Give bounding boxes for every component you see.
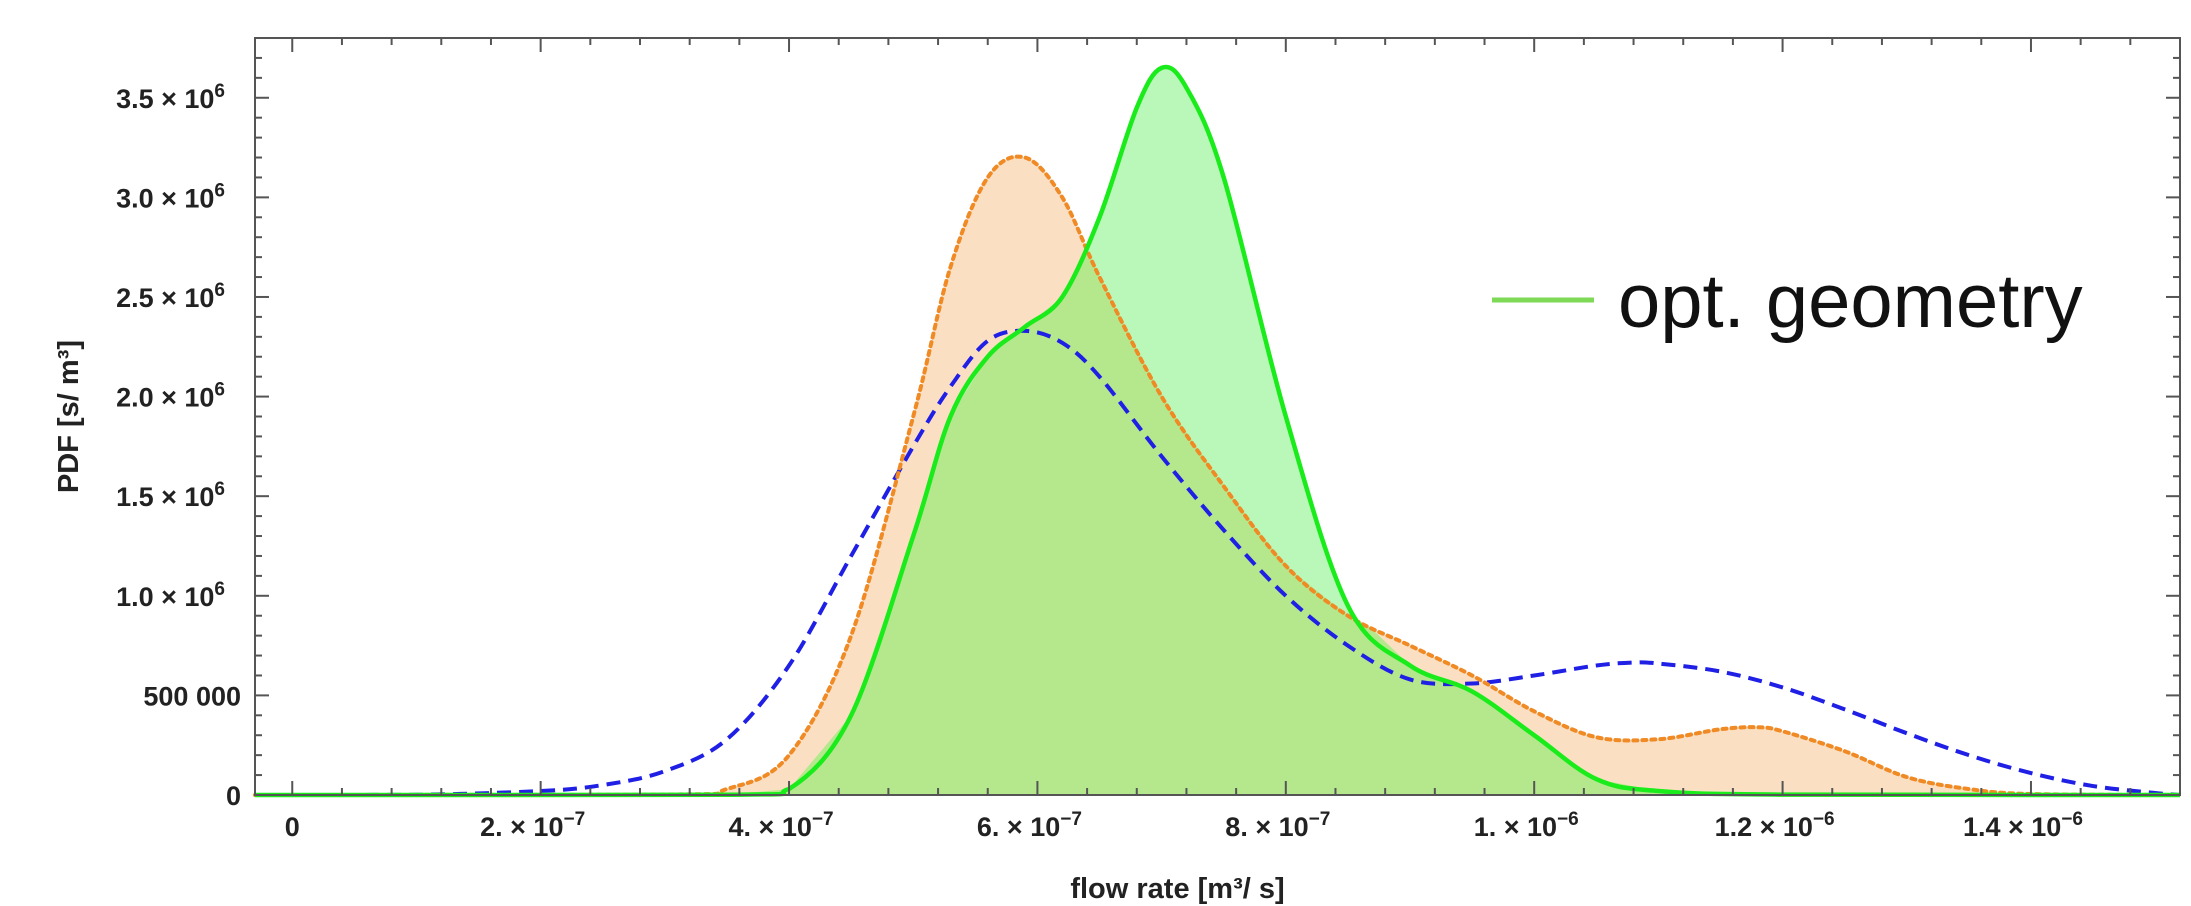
x-tick-label: 8. × 10−7	[1225, 809, 1330, 842]
x-tick-label: 1. × 10−6	[1474, 809, 1579, 842]
series-lines	[253, 64, 2182, 798]
series-fill-solid	[255, 66, 2180, 795]
x-tick-label: 6. × 10−7	[977, 809, 1082, 842]
legend-label-opt-geometry: opt. geometry	[1618, 259, 2083, 344]
axis-ticks	[255, 37, 2181, 796]
x-tick-label: 4. × 10−7	[729, 809, 834, 842]
x-tick-label: 1.2 × 10−6	[1715, 809, 1835, 842]
y-tick-label: 1.5 × 106	[116, 479, 225, 512]
series-line-dotted	[253, 154, 2182, 797]
x-tick-label: 2. × 10−7	[480, 809, 585, 842]
series-line-dashed	[255, 328, 2181, 797]
y-tick-label: 3.5 × 106	[116, 81, 225, 114]
legend: opt. geometry	[1492, 259, 2083, 344]
x-axis-label: flow rate [m³/ s]	[1070, 873, 1284, 905]
y-tick-label: 2.5 × 106	[116, 280, 225, 313]
x-tick-label: 1.4 × 10−6	[1963, 809, 2083, 842]
y-tick-label: 500 000	[143, 681, 241, 711]
y-tick-label: 3.0 × 106	[116, 180, 225, 213]
y-tick-label: 2.0 × 106	[116, 380, 225, 413]
series-fills	[255, 66, 2180, 796]
y-tick-label: 1.0 × 106	[116, 579, 225, 612]
y-axis-label: PDF [s/ m³]	[53, 340, 85, 493]
y-tick-label: 0	[226, 781, 241, 811]
x-tick-label: 0	[285, 812, 300, 842]
tick-labels: 0 2. × 10−7 4. × 10−7 6. × 10−7 8. × 10−7 1. …	[116, 81, 2083, 842]
series-line-solid	[254, 64, 2181, 798]
